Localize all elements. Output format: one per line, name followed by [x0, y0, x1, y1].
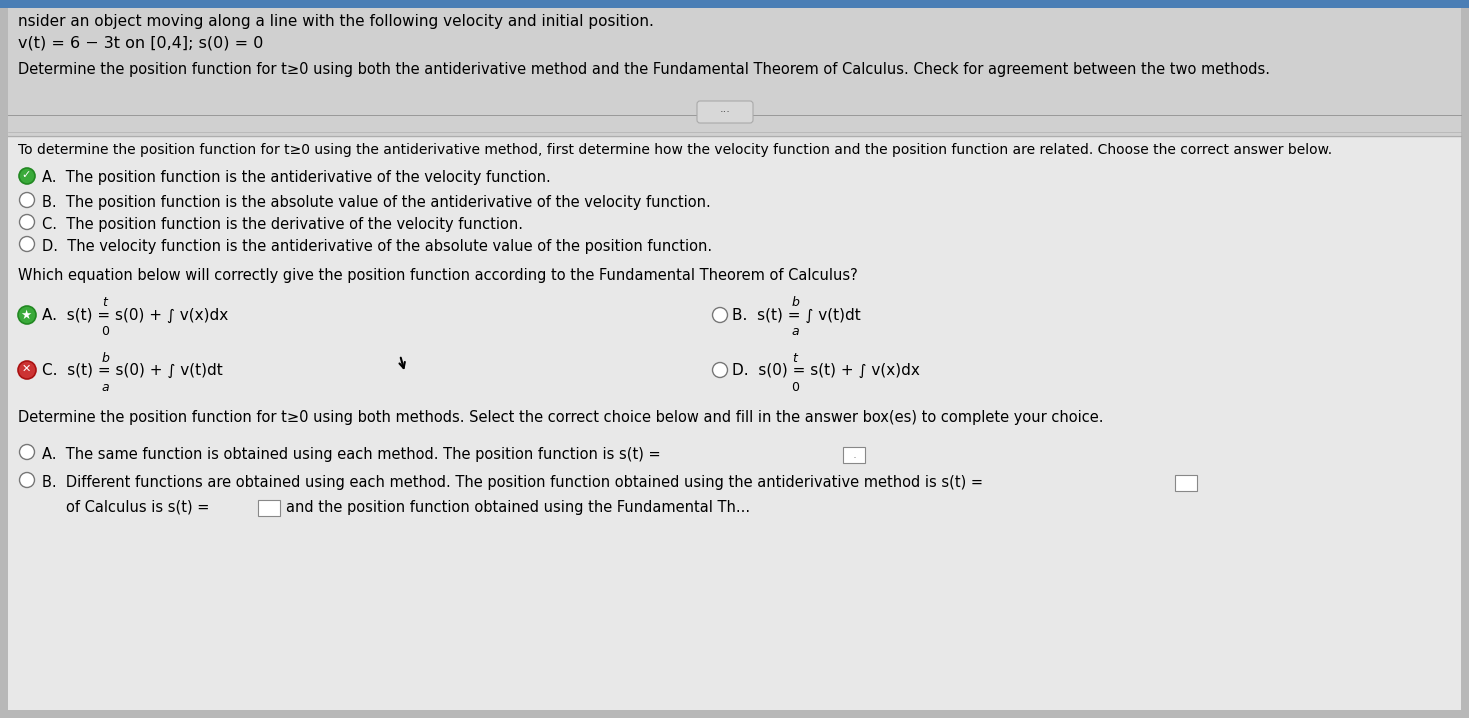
Text: b: b [101, 352, 109, 365]
Text: D.  The velocity function is the antiderivative of the absolute value of the pos: D. The velocity function is the antideri… [43, 239, 712, 254]
Circle shape [19, 168, 35, 184]
Text: 0: 0 [101, 325, 109, 338]
Circle shape [19, 236, 34, 251]
Text: A.  s(t) = s(0) + ∫ v(x)dx: A. s(t) = s(0) + ∫ v(x)dx [43, 308, 228, 323]
Bar [0, 0, 1469, 8]
Text: B.  Different functions are obtained using each method. The position function ob: B. Different functions are obtained usin… [43, 475, 983, 490]
Text: C.  The position function is the derivative of the velocity function.: C. The position function is the derivati… [43, 217, 523, 232]
Bar [259, 500, 281, 516]
Text: Determine the position function for t≥0 using both the antiderivative method and: Determine the position function for t≥0 … [18, 62, 1271, 77]
Text: a: a [101, 381, 109, 394]
Text: C.  s(t) = s(0) + ∫ v(t)dt: C. s(t) = s(0) + ∫ v(t)dt [43, 363, 223, 378]
Circle shape [712, 363, 727, 378]
Text: B.  s(t) = ∫ v(t)dt: B. s(t) = ∫ v(t)dt [732, 308, 861, 323]
Text: B.  The position function is the absolute value of the antiderivative of the vel: B. The position function is the absolute… [43, 195, 711, 210]
Text: To determine the position function for t≥0 using the antiderivative method, firs: To determine the position function for t… [18, 143, 1332, 157]
Circle shape [18, 361, 37, 379]
Bar [7, 8, 1462, 136]
Circle shape [18, 306, 37, 324]
Circle shape [19, 215, 34, 230]
Text: b: b [792, 296, 799, 309]
Text: ...: ... [720, 104, 730, 114]
Text: v(t) = 6 − 3t on [0,4]; s(0) = 0: v(t) = 6 − 3t on [0,4]; s(0) = 0 [18, 36, 263, 51]
FancyBboxPatch shape [696, 101, 754, 123]
Circle shape [19, 444, 34, 460]
Circle shape [712, 307, 727, 322]
Bar [7, 136, 1462, 710]
Bar [1175, 475, 1197, 491]
Text: D.  s(0) = s(t) + ∫ v(x)dx: D. s(0) = s(t) + ∫ v(x)dx [732, 363, 920, 378]
Circle shape [19, 192, 34, 208]
Text: of Calculus is s(t) =: of Calculus is s(t) = [66, 500, 210, 515]
Text: ✕: ✕ [22, 364, 31, 374]
Text: .: . [853, 447, 856, 460]
Text: and the position function obtained using the Fundamental Th...: and the position function obtained using… [286, 500, 751, 515]
Text: ★: ★ [21, 309, 32, 322]
Text: A.  The same function is obtained using each method. The position function is s(: A. The same function is obtained using e… [43, 447, 661, 462]
Text: t: t [103, 296, 107, 309]
Text: 0: 0 [790, 381, 799, 394]
Text: A.  The position function is the antiderivative of the velocity function.: A. The position function is the antideri… [43, 170, 551, 185]
Text: nsider an object moving along a line with the following velocity and initial pos: nsider an object moving along a line wit… [18, 14, 654, 29]
Bar [843, 447, 865, 463]
Text: Determine the position function for t≥0 using both methods. Select the correct c: Determine the position function for t≥0 … [18, 410, 1103, 425]
Text: t: t [793, 352, 798, 365]
Text: a: a [792, 325, 799, 338]
Circle shape [19, 472, 34, 488]
Text: ✓: ✓ [22, 170, 31, 180]
Text: Which equation below will correctly give the position function according to the : Which equation below will correctly give… [18, 268, 858, 283]
